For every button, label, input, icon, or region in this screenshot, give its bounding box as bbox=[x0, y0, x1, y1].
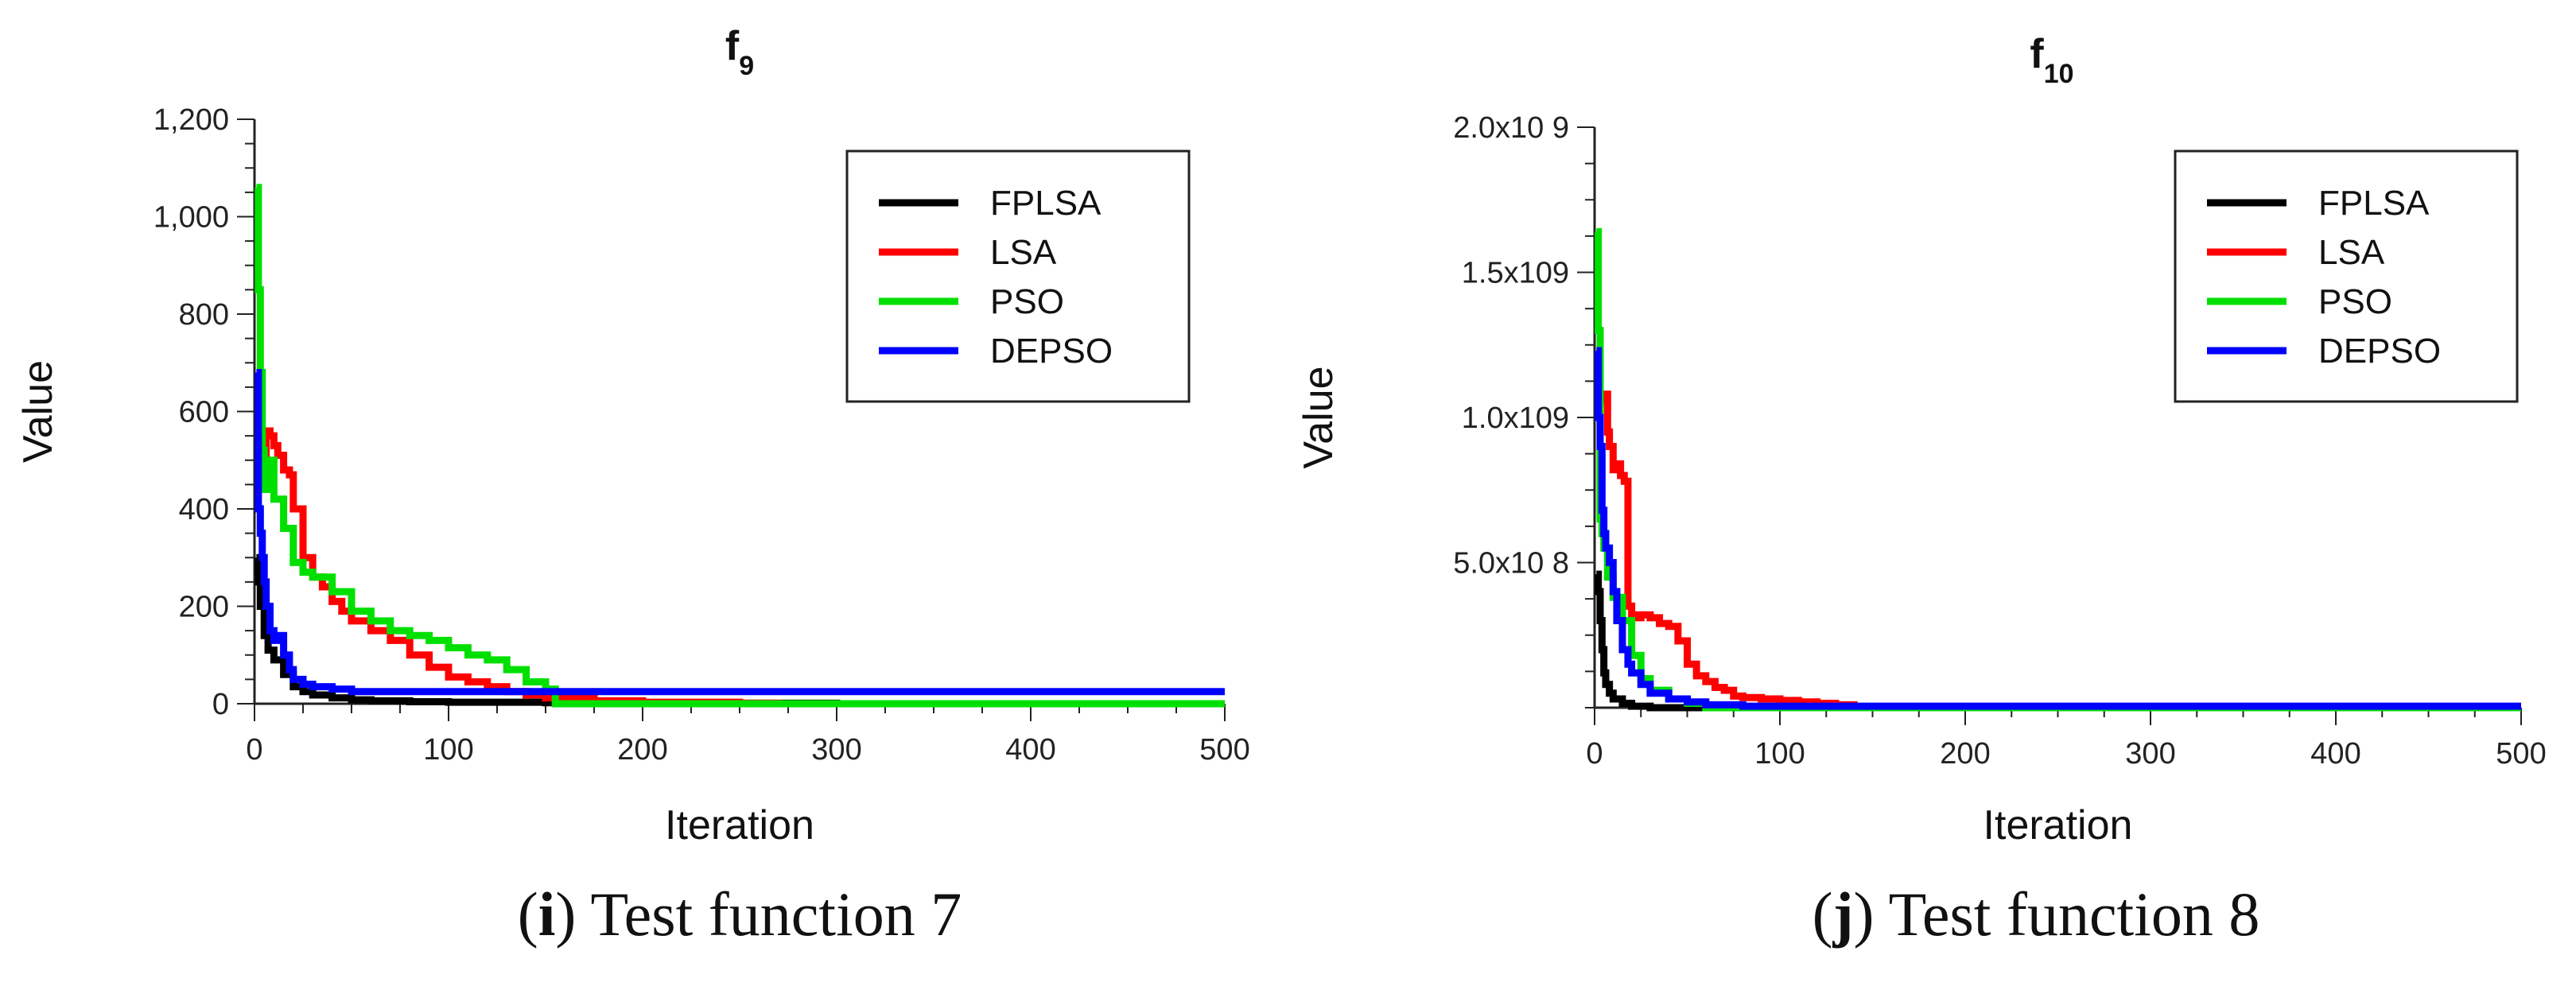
chart-title-subscript: 9 bbox=[739, 51, 754, 81]
x-tick-label: 300 bbox=[2125, 737, 2175, 771]
legend: FPLSA LSA PSO DEPSO bbox=[2174, 149, 2519, 403]
x-tick-label: 200 bbox=[1940, 737, 1990, 771]
y-tick-label: 1,200 bbox=[153, 103, 229, 137]
caption-test-function-7: (i) Test function 7 bbox=[517, 879, 962, 949]
x-tick-label: 200 bbox=[617, 733, 667, 767]
legend-label-lsa: LSA bbox=[2318, 233, 2385, 272]
caption-text: Test function 8 bbox=[1874, 879, 2260, 949]
caption-test-function-8: (j) Test function 8 bbox=[1812, 879, 2260, 949]
x-axis-label: Iteration bbox=[665, 802, 814, 848]
x-tick-label: 400 bbox=[1005, 733, 1055, 767]
x-tick-label: 100 bbox=[423, 733, 473, 767]
x-tick-label: 300 bbox=[811, 733, 861, 767]
x-tick-label: 0 bbox=[246, 733, 262, 767]
chart-title-subscript: 10 bbox=[2044, 59, 2074, 89]
y-tick-label: 400 bbox=[179, 493, 229, 526]
legend-label-lsa: LSA bbox=[990, 233, 1057, 272]
x-tick-label: 100 bbox=[1754, 737, 1805, 771]
y-tick-label: 200 bbox=[179, 591, 229, 624]
legend-box bbox=[2174, 149, 2519, 403]
x-axis-label: Iteration bbox=[1983, 802, 2133, 848]
legend-label-depso: DEPSO bbox=[2318, 332, 2441, 371]
y-axis-label: Value bbox=[1296, 366, 1342, 468]
y-axis-label: Value bbox=[15, 360, 61, 463]
y-tick-label: 1.0x109 bbox=[1462, 402, 1569, 435]
series-line-pso bbox=[254, 184, 1225, 708]
y-tick-label: 600 bbox=[179, 396, 229, 429]
caption-label: i bbox=[538, 879, 556, 949]
x-tick-label: 400 bbox=[2310, 737, 2360, 771]
series-line-depso bbox=[1595, 347, 2521, 710]
series-line-fplsa bbox=[1595, 570, 2521, 712]
legend-label-pso: PSO bbox=[2318, 282, 2392, 321]
y-tick-label: 0 bbox=[212, 688, 229, 721]
y-tick-label: 800 bbox=[179, 298, 229, 332]
series-line-fplsa bbox=[254, 553, 1225, 708]
y-tick-label: 2.0x10 9 bbox=[1453, 111, 1569, 145]
series-line-depso bbox=[254, 369, 1225, 696]
series-line-lsa bbox=[1602, 390, 2521, 712]
legend-box bbox=[845, 149, 1191, 403]
chart-title-main: f bbox=[725, 23, 740, 69]
y-tick-label: 1,000 bbox=[153, 201, 229, 235]
caption-label: j bbox=[1832, 879, 1854, 949]
legend-label-fplsa: FPLSA bbox=[990, 184, 1102, 223]
chart-f9: f9 0 100 200 300 400 500 0 200 400 600 800 1,000 1,20… bbox=[15, 23, 1250, 848]
chart-title: f9 bbox=[725, 23, 754, 81]
x-tick-label: 500 bbox=[1199, 733, 1249, 767]
legend-label-depso: DEPSO bbox=[990, 332, 1113, 371]
legend-label-fplsa: FPLSA bbox=[2318, 184, 2430, 223]
x-tick-label: 500 bbox=[2496, 737, 2546, 771]
chart-title: f10 bbox=[2030, 31, 2073, 89]
legend-label-pso: PSO bbox=[990, 282, 1064, 321]
series-line-lsa bbox=[262, 427, 1225, 708]
legend: FPLSA LSA PSO DEPSO bbox=[845, 149, 1191, 403]
x-tick-label: 0 bbox=[1586, 737, 1603, 771]
chart-title-main: f bbox=[2030, 31, 2044, 77]
y-tick-label: 1.5x109 bbox=[1462, 257, 1569, 290]
caption-text: Test function 7 bbox=[576, 879, 962, 949]
y-tick-label: 5.0x10 8 bbox=[1453, 547, 1569, 580]
